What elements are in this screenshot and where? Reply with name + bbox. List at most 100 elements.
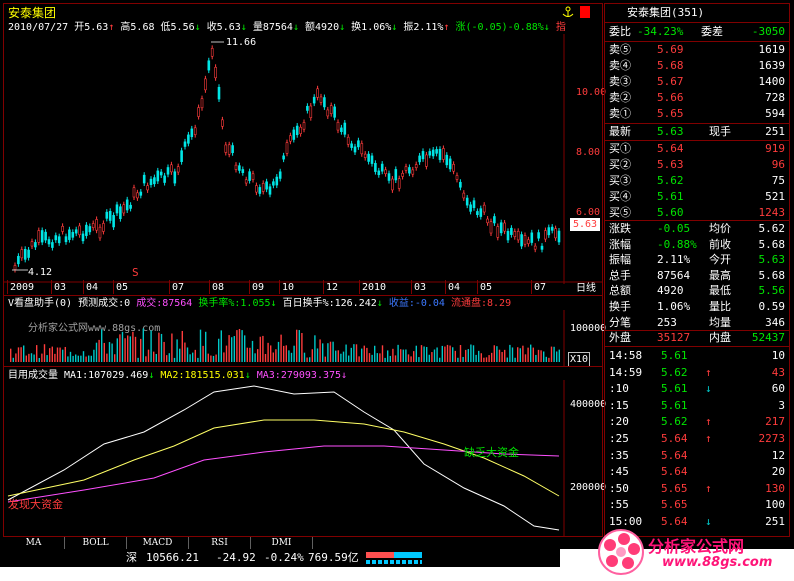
buy-level-2[interactable]: 买② 5.63 96 [609,158,785,171]
ind-y-tick-200k: 200000 [570,482,607,493]
quote-panel: 安泰集团(351) 委比 -34.23% 委差 -3050 卖⑤ 5.69 1619… [604,3,790,537]
buy-level-1[interactable]: 买① 5.64 919 [609,142,785,155]
x-tick: 03 [414,282,427,293]
tab-dmi[interactable]: DMI [251,537,313,549]
price-chart[interactable] [4,34,602,284]
vol-profit: 收益:-0.04 [388,298,445,309]
tick-row[interactable]: 14:59 5.62 ↑ 43 [609,365,785,379]
sell-level-3[interactable]: 卖③ 5.67 1400 [609,75,785,88]
ma1-line [7,385,560,531]
quote-close: 收5.63 [206,22,241,33]
index-pct: -0.24% [264,551,304,564]
y-tick-6: 6.00 [576,207,601,218]
tick-row[interactable]: :15 5.61 3 [609,398,785,412]
tick-row[interactable]: :25 5.64 ↑ 2273 [609,432,785,445]
label-find-capital: 发现大资金 [8,498,63,511]
index-bar: 深 10566.21 -24.92 -0.24% 769.59亿 [0,549,560,567]
quote-date: 2010/07/27 [8,22,69,33]
buy-level-5[interactable]: 买⑤ 5.60 1243 [609,206,785,219]
quote-turnover: 换1.06% [351,22,392,33]
index-change: -24.92 [216,551,256,564]
tick-row[interactable]: 14:58 5.61 10 [609,349,785,362]
tab-boll[interactable]: BOLL [65,537,127,549]
x-tick: 03 [54,282,67,293]
ind-y-tick-400k: 400000 [570,399,607,410]
tick-row[interactable]: :35 5.64 12 [609,448,785,462]
index-value: 10566.21 [146,551,199,564]
y-tick-10: 10.00 [576,87,607,98]
low-label: 4.12 [28,267,53,278]
logo-url: www.88gs.com [662,555,773,570]
ind-ma1: MA1:107029.469 [64,370,149,381]
tab-ma[interactable]: MA [3,537,65,549]
x-tick: 2010 [362,282,387,293]
indicator-chart[interactable] [4,380,602,536]
x-tick: 12 [326,282,339,293]
indicator-header: 目用成交量 MA1:107029.469↓ MA2:181515.031↓ MA… [8,370,348,381]
volume-chart[interactable] [4,310,602,366]
stat-row[interactable]: 总额 4920 最低 5.56 [609,284,785,298]
stat-row[interactable]: 涨跌 -0.05 均价 5.62 [609,222,785,235]
latest-row: 最新 5.63 现手 251 [609,125,785,138]
vol-title: V看盘助手(0) [8,298,73,309]
stock-code-name: 安泰集团(351) [627,6,705,19]
vol-hundred: 百日换手%:126.242 [282,298,377,309]
stat-row[interactable]: 振幅 2.11% 今开 5.63 [609,253,785,267]
sell-marker: S [132,266,139,279]
vol-turnover: 换手率%:1.055 [198,298,271,309]
vol-y-tick: 100000 [570,323,607,334]
ind-ma2: MA2:181515.031 [160,370,245,381]
tick-row[interactable]: 15:00 5.64 ↓ 251 [609,515,785,528]
breadth-bar [366,560,422,564]
flag-icon[interactable] [580,6,590,18]
stat-row[interactable]: 总手 87564 最高 5.68 [609,268,785,282]
quote-amount: 额4920 [305,22,340,33]
sell-level-2[interactable]: 卖② 5.66 728 [609,91,785,104]
x-axis: 2009 03 04 05 07 08 09 10 12 2010 03 04 05 07 [4,280,564,294]
stock-name: 安泰集团 [8,6,57,20]
ma3-line [7,445,560,503]
tick-row[interactable]: :55 5.65 100 [609,498,785,512]
sell-level-1[interactable]: 卖① 5.65 594 [609,107,785,120]
x-tick: 10 [282,282,295,293]
wei-bi-row: 委比 -34.23% 委差 -3050 [609,25,785,38]
index-amount: 769.59亿 [308,551,359,564]
candlesticks [13,45,561,273]
tick-row[interactable]: :10 5.61 ↓ 60 [609,382,785,396]
stat-row[interactable]: 分笔 253 均量 346 [609,315,785,329]
tick-row[interactable]: :45 5.64 20 [609,465,785,479]
y-tick-8: 8.00 [576,147,601,158]
volume-panel-header: V看盘助手(0) 预测成交:0 成交:87564 换手率%:1.055↓ 百日换… [8,298,512,309]
sell-level-5[interactable]: 卖⑤ 5.69 1619 [609,43,785,56]
indicator-tabs: MA BOLL MACD RSI DMI [3,537,603,549]
quote-extra: 指 [555,22,566,33]
volume-bars [10,328,560,362]
tab-macd[interactable]: MACD [127,537,189,549]
buy-level-3[interactable]: 买③ 5.62 75 [609,174,785,187]
tab-rsi[interactable]: RSI [189,537,251,549]
outer-inner-row: 外盘 35127 内盘 52437 [609,331,785,344]
vol-forecast: 预测成交:0 [78,298,131,309]
up-bar [366,552,394,558]
tick-row[interactable]: :50 5.65 ↑ 130 [609,481,785,495]
down-bar [394,552,422,558]
vol-scale[interactable]: X10 [568,352,591,367]
x-tick: 05 [116,282,129,293]
quote-open: 开5.63 [74,22,109,33]
quote-change: 涨(-0.05)-0.88% [455,22,544,33]
buy-level-4[interactable]: 买④ 5.61 521 [609,190,785,203]
x-tick: 09 [252,282,265,293]
sell-level-4[interactable]: 卖④ 5.68 1639 [609,59,785,72]
quote-header: 2010/07/27 开5.63↑ 高5.68 低5.56↓ 收5.63↓ 量8… [8,22,566,33]
stat-row[interactable]: 换手 1.06% 量比 0.59 [609,300,785,313]
tick-row[interactable]: :20 5.62 ↑ 217 [609,415,785,429]
period-label[interactable]: 日线 [576,283,596,294]
anchor-icon[interactable] [562,6,574,18]
watermark: 分析家公式网www.88gs.com [28,323,161,334]
quote-volume: 量87564 [252,22,293,33]
x-tick: 04 [86,282,99,293]
chart-area[interactable]: 安泰集团 2010/07/27 开5.63↑ 高5.68 低5.56↓ 收5.6… [3,3,607,537]
current-price-tag: 5.63 [570,218,601,231]
x-tick: 07 [534,282,547,293]
stat-row[interactable]: 涨幅 -0.88% 前收 5.68 [609,237,785,251]
